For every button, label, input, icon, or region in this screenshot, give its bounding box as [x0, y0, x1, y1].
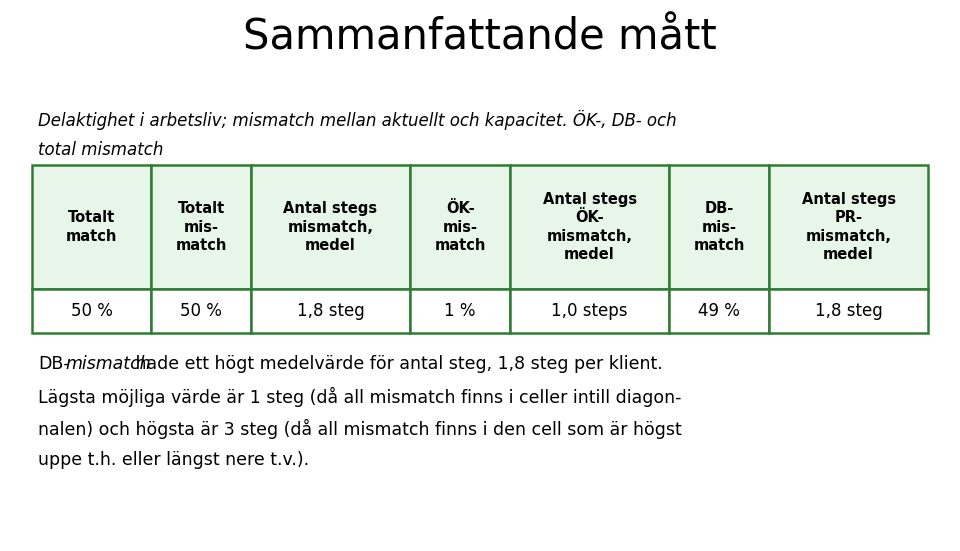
Bar: [152, 165, 251, 289]
Bar: [510, 165, 669, 289]
Text: ÖK-
mis-
match: ÖK- mis- match: [434, 201, 486, 253]
Text: DB-: DB-: [38, 355, 70, 374]
Text: DB-
mis-
match: DB- mis- match: [693, 201, 745, 253]
Text: Lägsta möjliga värde är 1 steg (då all mismatch finns i celler intill diagon-: Lägsta möjliga värde är 1 steg (då all m…: [38, 387, 682, 407]
Text: 50 %: 50 %: [180, 302, 222, 320]
Bar: [251, 289, 410, 333]
Text: Antal stegs
PR-
mismatch,
medel: Antal stegs PR- mismatch, medel: [802, 192, 896, 262]
Text: total mismatch: total mismatch: [38, 141, 164, 159]
Text: 1,8 steg: 1,8 steg: [815, 302, 882, 320]
Bar: [32, 289, 152, 333]
Bar: [410, 289, 510, 333]
Bar: [32, 165, 152, 289]
Text: Totalt
match: Totalt match: [66, 210, 117, 244]
Text: Delaktighet i arbetsliv; mismatch mellan aktuellt och kapacitet. ÖK-, DB- och: Delaktighet i arbetsliv; mismatch mellan…: [38, 110, 677, 130]
Bar: [152, 289, 251, 333]
Bar: [251, 165, 410, 289]
Bar: [769, 289, 928, 333]
Text: 50 %: 50 %: [70, 302, 112, 320]
Text: 1,0 steps: 1,0 steps: [551, 302, 628, 320]
Text: nalen) och högsta är 3 steg (då all mismatch finns i den cell som är högst: nalen) och högsta är 3 steg (då all mism…: [38, 419, 683, 439]
Text: Antal stegs
ÖK-
mismatch,
medel: Antal stegs ÖK- mismatch, medel: [542, 192, 636, 262]
Text: 1 %: 1 %: [444, 302, 476, 320]
Text: uppe t.h. eller längst nere t.v.).: uppe t.h. eller längst nere t.v.).: [38, 451, 309, 469]
Text: mismatch: mismatch: [65, 355, 151, 374]
Bar: [410, 165, 510, 289]
Bar: [669, 289, 769, 333]
Text: 49 %: 49 %: [698, 302, 740, 320]
Text: hade ett högt medelvärde för antal steg, 1,8 steg per klient.: hade ett högt medelvärde för antal steg,…: [130, 355, 662, 374]
Bar: [669, 165, 769, 289]
Bar: [510, 289, 669, 333]
Text: Sammanfattande mått: Sammanfattande mått: [243, 17, 717, 58]
Bar: [769, 165, 928, 289]
Text: 1,8 steg: 1,8 steg: [297, 302, 365, 320]
Text: Totalt
mis-
match: Totalt mis- match: [176, 201, 227, 253]
Text: Antal stegs
mismatch,
medel: Antal stegs mismatch, medel: [283, 201, 377, 253]
